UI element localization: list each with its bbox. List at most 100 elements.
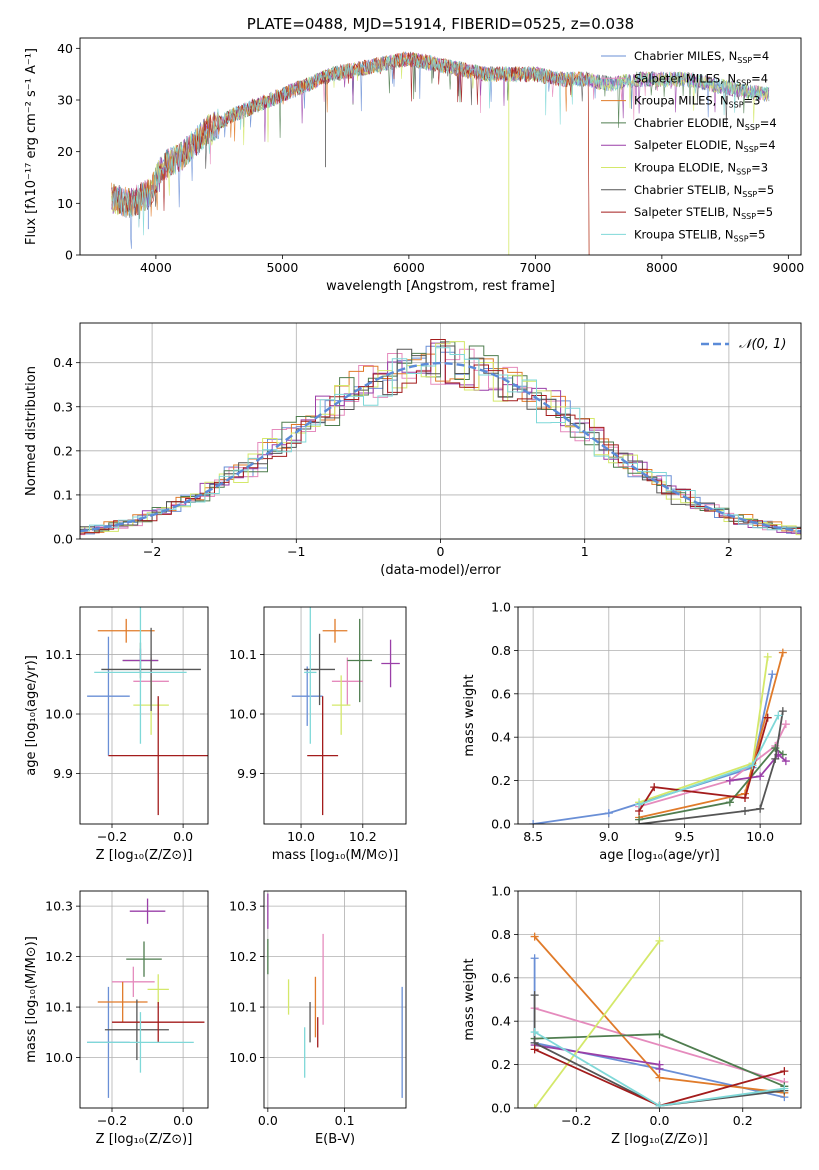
x-tick-label: 8000 xyxy=(646,260,678,275)
y-tick-label: 10.0 xyxy=(45,1050,73,1065)
legend-subscript: SSP xyxy=(736,78,751,87)
data-point xyxy=(87,636,130,756)
plus-marker xyxy=(756,772,765,781)
data-point xyxy=(97,618,155,643)
plus-marker xyxy=(530,991,539,1000)
x-tick-label: 8.5 xyxy=(523,829,543,844)
legend-label: Salpeter ELODIE, NSSP=4 xyxy=(634,138,776,154)
plus-marker xyxy=(655,936,664,945)
data-point xyxy=(97,981,148,1023)
x-tick-label: −0.2 xyxy=(97,1113,127,1128)
panel-age_vs_Z: −0.2 0.0 9.9 10.0 10.1 Z [log₁₀(Z/Z⊙)] age [lo… xyxy=(24,606,209,863)
y-tick-label: 0.2 xyxy=(491,773,511,788)
y-tick-label: 10.3 xyxy=(229,899,257,914)
data-point xyxy=(112,966,155,997)
y-tick-label: 0.0 xyxy=(491,1101,511,1116)
weight-line xyxy=(532,674,774,824)
legend: Chabrier MILES, NSSP=4 Salpeter MILES, NS… xyxy=(601,49,777,243)
y-tick-label: 0.6 xyxy=(491,686,511,701)
plus-marker xyxy=(748,761,757,770)
axes-frame xyxy=(263,606,407,825)
legend-subscript: SSP xyxy=(744,145,759,154)
axes-frame xyxy=(79,322,802,540)
y-axis-label: Flux [fλ10⁻¹⁷ erg cm⁻² s⁻¹ A⁻¹] xyxy=(24,48,39,245)
legend-subscript: SSP xyxy=(745,123,760,132)
legend-label: 𝒩(0, 1) xyxy=(739,337,786,352)
y-tick-label: 0.4 xyxy=(491,730,511,745)
weight-line xyxy=(729,753,787,782)
legend-label: Kroupa ELODIE, NSSP=3 xyxy=(634,161,768,177)
data-point xyxy=(101,627,201,712)
axes-frame xyxy=(263,890,407,1109)
x-tick-label: 7000 xyxy=(519,260,551,275)
legend-subscript: SSP xyxy=(729,101,744,110)
plot-area xyxy=(87,898,205,1098)
legend-label: Kroupa STELIB, NSSP=5 xyxy=(634,227,765,243)
legend-suffix: =4 xyxy=(760,116,777,130)
y-tick-label: 20 xyxy=(57,144,73,159)
plot-area xyxy=(111,51,770,255)
plus-marker xyxy=(741,793,750,802)
y-tick-label: 0 xyxy=(65,248,73,263)
x-tick-label: 10.0 xyxy=(287,829,315,844)
legend-label: Salpeter STELIB, NSSP=5 xyxy=(634,205,773,221)
y-tick-label: 0.6 xyxy=(491,970,511,985)
histogram-step xyxy=(80,342,801,534)
x-axis-label: wavelength [Angstrom, rest frame] xyxy=(326,279,555,294)
y-tick-label: 30 xyxy=(57,93,73,108)
plus-marker xyxy=(530,954,539,963)
data-point xyxy=(147,974,169,1005)
legend-suffix: =4 xyxy=(752,49,769,63)
panel-spectrum: 4000 5000 6000 7000 8000 9000 0 10 20 30 40 wavelen… xyxy=(24,15,804,294)
y-tick-label: 10.1 xyxy=(229,1000,257,1015)
x-axis-label: age [log₁₀(age/yr)] xyxy=(599,848,720,863)
plus-marker xyxy=(635,820,644,824)
data-point xyxy=(104,999,169,1061)
y-tick-label: 10.0 xyxy=(229,1050,257,1065)
legend-suffix: =3 xyxy=(751,161,768,175)
plot-area xyxy=(87,607,208,816)
histogram-step xyxy=(80,347,801,533)
legend-subscript: SSP xyxy=(737,56,752,65)
plus-marker xyxy=(741,806,750,815)
plus-marker xyxy=(604,809,613,818)
plus-marker xyxy=(781,720,790,729)
x-axis-label: Z [log₁₀(Z/Z⊙)] xyxy=(96,1132,193,1147)
normal-curve xyxy=(80,361,801,533)
panel-residuals: −2 −1 0 1 2 0.0 0.1 0.2 0.3 0.4 (data-model)/error… xyxy=(24,322,802,578)
x-tick-label: 10.2 xyxy=(349,829,377,844)
legend-label: Chabrier MILES, NSSP=4 xyxy=(634,49,769,65)
data-point xyxy=(331,675,351,735)
plus-marker xyxy=(780,1084,789,1093)
plus-marker xyxy=(778,648,787,657)
axes-frame xyxy=(79,37,802,256)
x-tick-label: 0.0 xyxy=(173,829,193,844)
plus-marker xyxy=(530,1045,539,1054)
y-tick-label: 1.0 xyxy=(491,884,511,899)
panel-massweight_vs_Z: −0.2 0.0 0.2 0.0 0.2 0.4 0.6 0.8 1.0 Z [log₁₀(Z/Z… xyxy=(462,884,802,1147)
x-tick-label: 0.1 xyxy=(335,1113,355,1128)
data-point xyxy=(304,607,317,744)
data-point xyxy=(112,1002,205,1043)
data-point xyxy=(87,1012,194,1073)
plot-area xyxy=(267,893,403,1098)
weight-line xyxy=(533,940,661,1108)
legend-suffix: =5 xyxy=(756,205,773,219)
x-tick-label: 5000 xyxy=(266,260,298,275)
plus-marker xyxy=(725,798,734,807)
legend-suffix: =4 xyxy=(751,71,768,85)
data-point xyxy=(291,666,323,726)
x-tick-label: 9000 xyxy=(772,260,804,275)
x-tick-label: 9.0 xyxy=(599,829,619,844)
plus-marker xyxy=(635,800,644,809)
x-tick-label: 1 xyxy=(581,544,589,559)
legend-label: Salpeter MILES, NSSP=4 xyxy=(634,71,768,87)
panel-massweight_vs_age: 8.5 9.0 9.5 10.0 0.0 0.2 0.4 0.6 0.8 1.0 age [log₁… xyxy=(462,600,802,863)
plus-marker xyxy=(763,713,772,722)
x-tick-label: 0.0 xyxy=(650,1113,670,1128)
x-tick-label: −0.2 xyxy=(97,829,127,844)
x-tick-label: 0.2 xyxy=(733,1113,753,1128)
y-axis-label: age [log₁₀(age/yr)] xyxy=(24,655,39,776)
panel-mass_vs_EBV: 0.0 0.1 10.0 10.1 10.2 10.3 E(B-V) xyxy=(229,890,407,1147)
plus-marker xyxy=(655,1101,664,1108)
